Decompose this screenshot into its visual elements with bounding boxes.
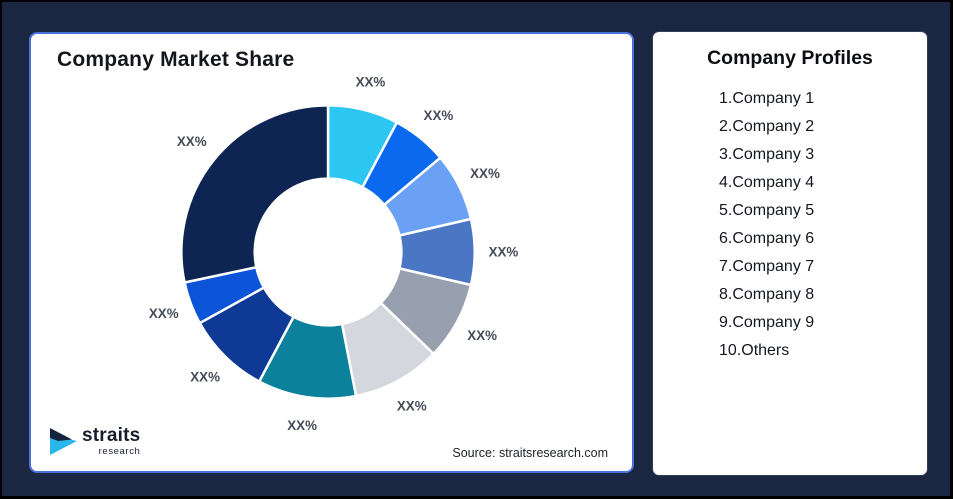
segment-value-label: XX%	[467, 328, 497, 343]
list-item: 6.Company 6	[719, 230, 815, 247]
list-item: 9.Company 9	[719, 314, 815, 331]
straits-research-logo: straits research	[49, 426, 140, 457]
logo-wordmark: straits	[82, 425, 141, 446]
logo-subtext: research	[98, 446, 141, 457]
list-item: 1.Company 1	[719, 90, 815, 107]
segment-value-label: XX%	[489, 244, 519, 259]
market-share-card: Company Market Share XX% XX% XX% XX% XX% XX% X…	[29, 32, 634, 473]
logo-text-block: straits research	[82, 426, 140, 457]
list-item: 4.Company 4	[719, 174, 815, 191]
segment-value-label: XX%	[397, 399, 427, 414]
straits-logo-icon	[50, 427, 77, 455]
chart-title: Company Market Share	[57, 48, 295, 71]
segment-value-label: XX%	[356, 74, 386, 89]
segment-value-label: XX%	[287, 418, 317, 433]
donut-segment-others	[180, 104, 330, 284]
list-item: 8.Company 8	[719, 286, 815, 303]
profiles-title: Company Profiles	[707, 47, 873, 69]
donut-chart: XX% XX% XX% XX% XX% XX% XX% XX% XX% XX%	[149, 74, 519, 433]
list-item: 7.Company 7	[719, 258, 815, 275]
segment-value-label: XX%	[470, 166, 500, 181]
segment-value-label: XX%	[149, 306, 179, 321]
list-item: 5.Company 5	[719, 202, 815, 219]
company-profiles-card: Company Profiles 1.Company 1 2.Company 2…	[653, 32, 927, 475]
source-text: Source: straitsresearch.com	[452, 446, 608, 460]
segment-value-label: XX%	[177, 134, 207, 149]
segment-value-label: XX%	[424, 108, 454, 123]
segment-value-label: XX%	[190, 370, 220, 385]
company-list: 1.Company 1 2.Company 2 3.Company 3 4.Co…	[719, 85, 814, 365]
list-item: 10.Others	[719, 342, 790, 359]
list-item: 3.Company 3	[719, 146, 815, 163]
list-item: 2.Company 2	[719, 118, 815, 135]
